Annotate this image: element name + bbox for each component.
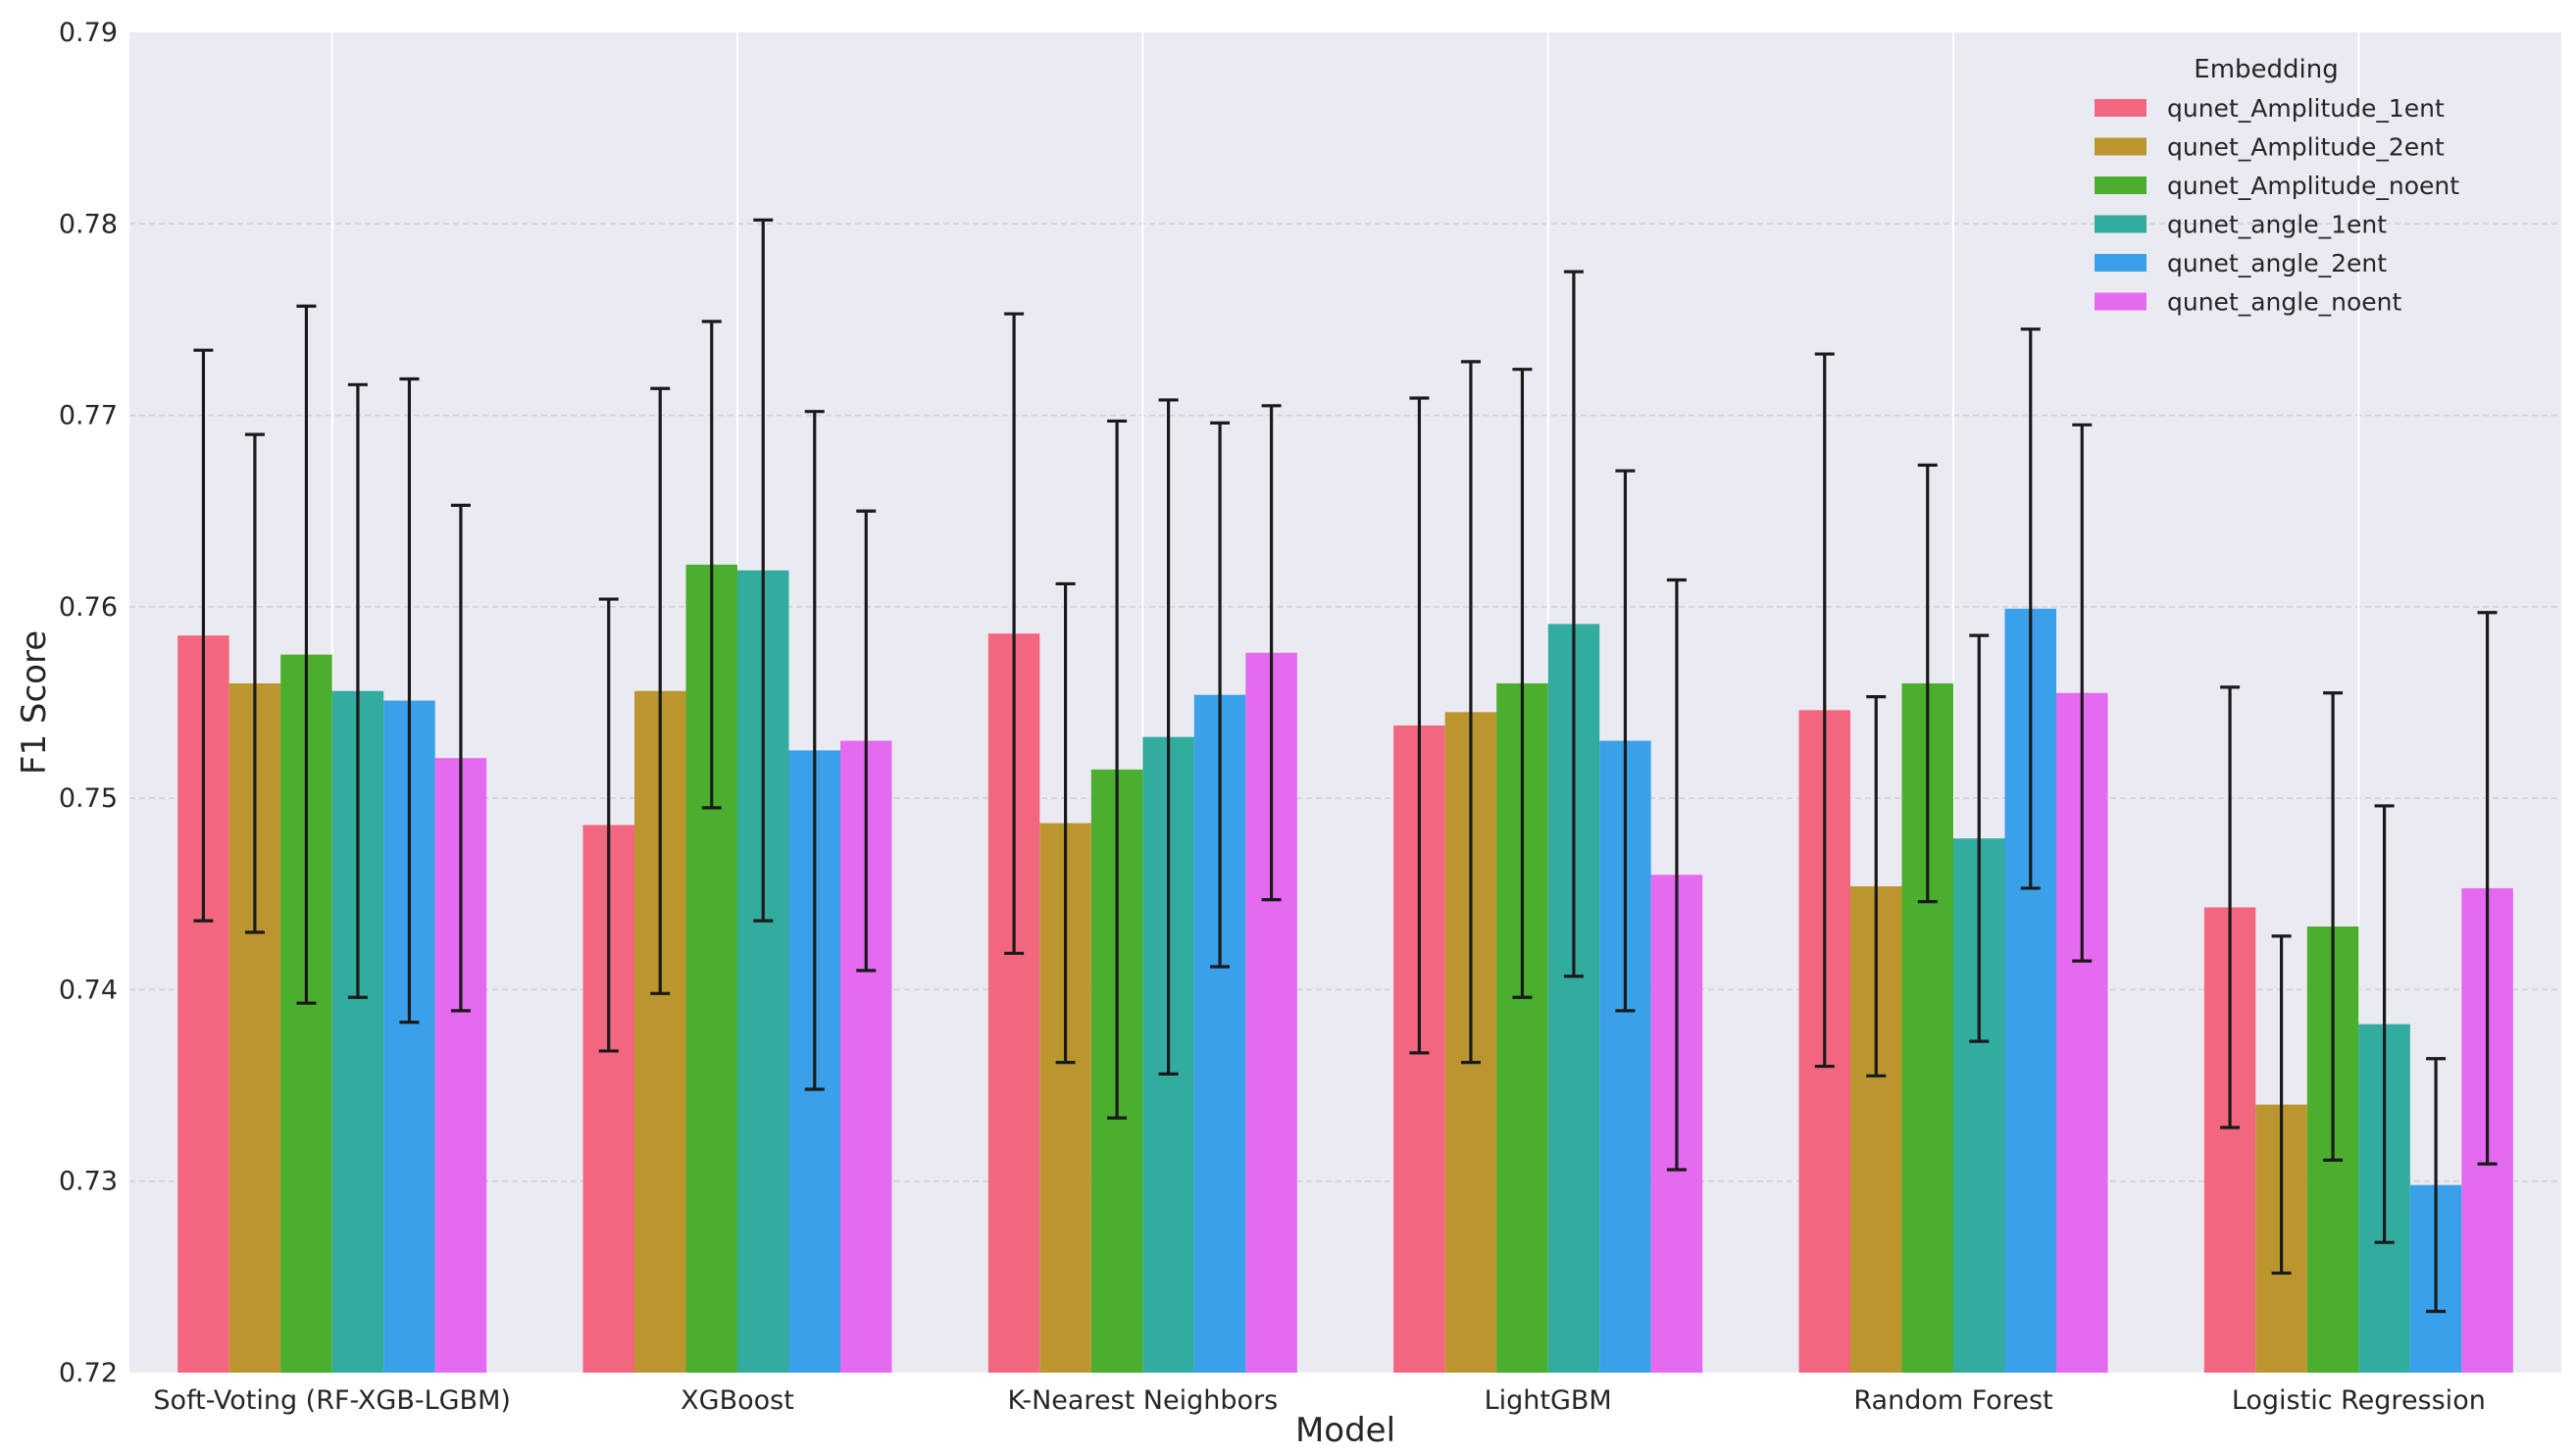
legend-swatch <box>2095 215 2147 233</box>
error-bars <box>193 218 2498 1314</box>
legend-label: qunet_angle_2ent <box>2167 249 2387 277</box>
x-tick-label: K-Nearest Neighbors <box>1007 1385 1278 1416</box>
y-axis-label: F1 Score <box>15 630 54 775</box>
legend: Embedding qunet_Amplitude_1ent qunet_Ampl… <box>2095 55 2459 317</box>
y-axis-ticks: 0.72 0.73 0.74 0.75 0.76 0.77 0.78 0.79 <box>59 18 118 1388</box>
legend-swatch <box>2095 254 2147 272</box>
y-tick-label: 0.74 <box>59 975 118 1005</box>
legend-swatch <box>2095 99 2147 117</box>
legend-title: Embedding <box>2194 55 2338 84</box>
legend-label: qunet_Amplitude_noent <box>2167 172 2459 200</box>
y-tick-label: 0.77 <box>59 401 118 431</box>
legend-label: qunet_Amplitude_1ent <box>2167 94 2445 123</box>
x-tick-label: LightGBM <box>1485 1385 1612 1416</box>
plot-area <box>129 32 2561 1373</box>
legend-swatch <box>2095 137 2147 156</box>
x-tick-label: Random Forest <box>1853 1385 2052 1416</box>
legend-swatch <box>2095 292 2147 311</box>
legend-label: qunet_angle_1ent <box>2167 211 2387 239</box>
legend-label: qunet_Amplitude_2ent <box>2167 133 2445 162</box>
x-tick-label: Logistic Regression <box>2232 1385 2486 1416</box>
x-tick-label: Soft-Voting (RF-XGB-LGBM) <box>153 1385 510 1416</box>
y-tick-label: 0.73 <box>59 1167 118 1197</box>
x-axis-ticks: Soft-Voting (RF-XGB-LGBM) XGBoost K-Neares… <box>153 1385 2485 1416</box>
y-tick-label: 0.78 <box>59 209 118 239</box>
y-tick-label: 0.76 <box>59 592 118 623</box>
y-tick-label: 0.75 <box>59 783 118 814</box>
y-tick-label: 0.79 <box>59 18 118 48</box>
x-axis-label: Model <box>1295 1411 1395 1450</box>
x-tick-label: XGBoost <box>681 1385 794 1416</box>
legend-swatch <box>2095 176 2147 194</box>
legend-label: qunet_angle_noent <box>2167 288 2401 317</box>
y-tick-label: 0.72 <box>59 1358 118 1388</box>
